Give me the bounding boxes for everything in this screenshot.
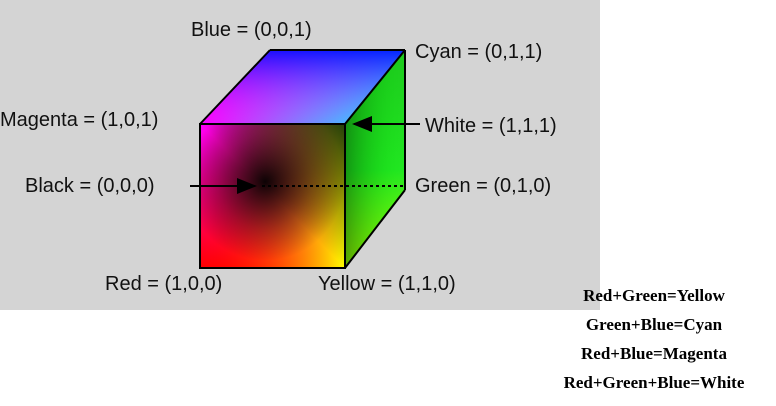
rgb-cube	[190, 49, 420, 269]
mixing-rule-magenta: Red+Blue=Magenta	[581, 344, 727, 363]
label-white: White = (1,1,1)	[425, 115, 557, 137]
label-yellow: Yellow = (1,1,0)	[318, 273, 456, 295]
label-blue: Blue = (0,0,1)	[191, 19, 312, 41]
label-black: Black = (0,0,0)	[25, 175, 155, 197]
mixing-rule-cyan: Green+Blue=Cyan	[585, 315, 723, 334]
label-cyan: Cyan = (0,1,1)	[415, 41, 543, 63]
mixing-rule-white: Red+Green+Blue=White	[563, 373, 745, 392]
cube-edges	[199, 49, 406, 269]
label-red: Red = (1,0,0)	[105, 273, 223, 295]
label-magenta: Magenta = (1,0,1)	[0, 109, 159, 131]
cube-front-face	[200, 124, 345, 268]
mixing-rule-yellow: Red+Green=Yellow	[583, 286, 725, 305]
cube-right-face	[345, 50, 405, 268]
cube-top-face	[200, 50, 405, 124]
color-mixing-rules: Red+Green=Yellow Green+Blue=Cyan Red+Blu…	[532, 281, 776, 399]
label-green: Green = (0,1,0)	[415, 175, 552, 197]
